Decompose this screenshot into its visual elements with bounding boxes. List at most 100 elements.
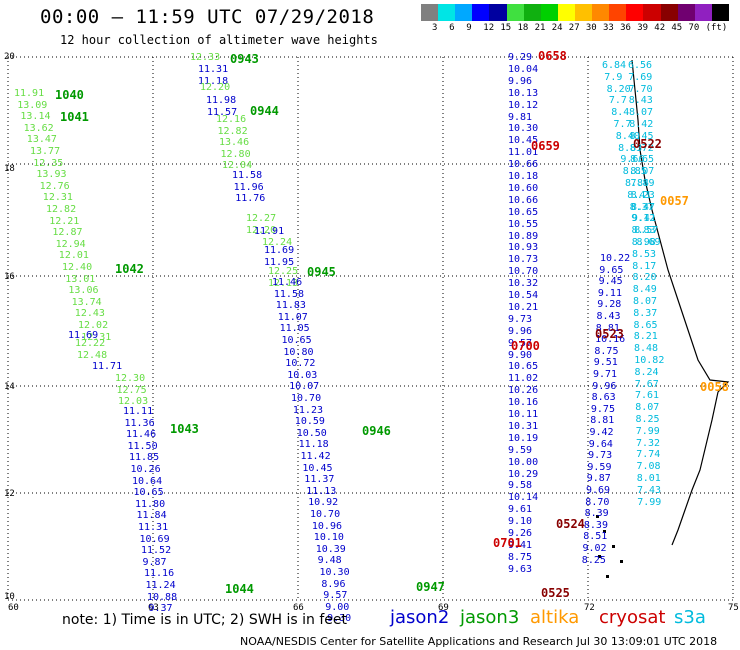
wave-height-label: 8.25 [581,554,606,566]
wave-height-label: 7.74 [636,449,661,461]
wave-height-label: 12.27 [246,213,277,224]
island [620,560,623,563]
wave-height-label: 8.84 [625,178,650,189]
wave-height-label: 13.93 [36,169,67,181]
x-tick-label: 60 [8,603,19,613]
legend-swatch [455,4,473,21]
wave-height-label: 8.96 [321,578,346,590]
wave-height-label: 9.59 [508,444,533,456]
wave-height-label: 10.21 [508,301,539,313]
wave-height-label: 13.62 [23,122,54,134]
wave-height-label: 12.20 [200,82,231,93]
wave-height-label: 12.03 [118,396,149,408]
wave-height-label: 9.26 [508,528,533,539]
legend-tick-label: 24 [551,23,563,33]
wave-height-label: 9.58 [508,480,533,492]
wave-height-label: 8.85 [622,166,647,178]
island [603,530,606,533]
wave-height-label: 10.64 [132,475,163,487]
wave-height-label: 9.51 [593,357,618,369]
wave-height-label: 7.67 [634,378,659,390]
wave-height-label: 10.45 [302,462,333,474]
wave-height-label: 10.45 [508,135,539,147]
x-tick-label: 75 [728,603,739,613]
wave-height-label: 10.31 [508,420,539,432]
wave-height-label: 13.77 [30,146,61,157]
wave-height-label: 8.48 [634,343,659,355]
legend-swatch [626,4,644,21]
wave-height-label: 10.72 [285,358,316,370]
wave-height-label: 12.82 [46,204,77,215]
pass-time-label: 1041 [60,110,89,124]
wave-height-label: 11.83 [275,300,306,312]
pass-time-label: 1044 [225,582,254,596]
wave-height-label: 9.02 [582,543,607,554]
pass-time-label: 0945 [307,265,336,279]
wave-height-label: 10.65 [508,206,539,218]
footer-credit: NOAA/NESDIS Center for Satellite Applica… [240,635,718,648]
wave-height-label: 9.12 [631,213,656,225]
legend-altika: altika [530,607,580,628]
pass-time-label: 0946 [362,424,391,438]
wave-height-label: 8.40 [615,130,640,142]
wave-height-label: 8.75 [594,345,619,357]
coastline [596,59,730,578]
x-tick-label: 66 [293,603,304,613]
legend-swatch [472,4,490,21]
wave-height-label: 11.58 [273,288,304,300]
wave-height-label: 8.07 [633,296,658,307]
wave-height-label: 11.46 [126,429,157,441]
wave-height-label: 10.60 [508,182,539,194]
legend-swatch [711,4,729,21]
legend-tick-label: 30 [585,23,597,33]
wave-height-label: 13.01 [65,273,96,285]
wave-height-label: 10.26 [130,464,161,475]
wave-height-label: 8.20 [606,83,631,95]
wave-height-label: 8.07 [629,107,654,119]
wave-height-label: 8.47 [631,201,656,213]
wave-height-label: 8.43 [596,311,621,322]
wave-height-label: 9.69 [586,485,611,496]
wave-height-label: 10.16 [595,334,626,346]
wave-height-label: 11.13 [306,485,337,497]
wave-height-label: 11.91 [14,88,45,99]
island [598,555,601,558]
wave-height-label: 12.16 [216,114,247,125]
wave-height-label: 8.4 [611,107,630,119]
wave-height-label: 10.10 [313,532,344,544]
wave-height-label: 12.30 [115,373,146,384]
pass-time-label: 1042 [115,262,144,276]
wave-height-label: 10.92 [308,497,339,509]
wave-height-label: 10.59 [294,416,325,428]
wave-height-label: 8.39 [584,508,609,520]
wave-height-label: 12.21 [49,215,80,227]
y-tick-label: 10 [4,592,15,602]
legend-swatch [694,4,712,21]
wave-height-label: 9.59 [587,461,612,473]
legend-tick-label: 12 [483,23,495,33]
y-tick-label: 20 [4,52,15,62]
wave-height-label: 9.96 [592,380,617,392]
wave-height-label: 13.74 [71,296,102,308]
wave-height-label: 8.83 [631,225,656,237]
wave-height-label: 7.7 [608,95,627,107]
wave-height-label: 7.7 [613,119,632,130]
wave-height-label: 7.99 [637,496,662,508]
wave-height-label: 12.25 [268,266,299,277]
wave-height-label: 8.45 [629,130,654,142]
wave-height-label: 8.42 [629,119,654,130]
wave-height-label: 9.48 [317,555,342,567]
wave-height-label: 9.41 [508,539,533,551]
legend-tick-label: 3 [432,23,438,33]
legend-tick-label: 18 [517,23,529,33]
wave-height-label: 8.17 [632,260,657,272]
wave-height-label: 11.52 [141,545,172,557]
wave-height-label: 8.49 [632,284,657,296]
wave-height-label: 11.91 [254,226,285,237]
pass-time-label: 0525 [541,586,570,600]
wave-height-label: 9.73 [588,450,613,462]
wave-height-label: 8.37 [629,201,654,213]
legend-tick-label: 70 [688,23,700,33]
wave-height-label: 11.02 [508,373,539,385]
wave-height-label: 8.81 [590,415,615,427]
